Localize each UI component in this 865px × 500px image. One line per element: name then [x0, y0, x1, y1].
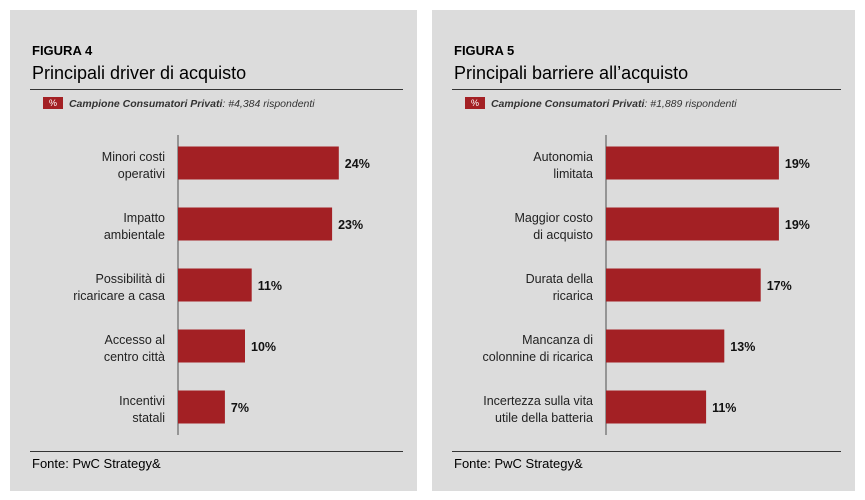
category-label: Incentivi statali [119, 394, 165, 425]
bar [606, 146, 779, 180]
category-label: Impatto ambientale [104, 211, 165, 242]
bar [606, 329, 725, 363]
bar [606, 390, 707, 424]
value-label: 23% [338, 218, 363, 232]
figure-title: Principali driver di acquisto [32, 63, 247, 83]
title-rule [452, 89, 841, 90]
bar [606, 268, 761, 302]
category-label: Maggior costo di acquisto [514, 211, 593, 242]
value-label: 17% [767, 279, 792, 293]
bar [178, 390, 225, 424]
source-note: Fonte: PwC Strategy& [454, 456, 583, 471]
value-label: 13% [730, 340, 755, 354]
sample-count: : #1,889 rispondenti [644, 98, 737, 110]
sample-name: Campione Consumatori Privati [490, 98, 645, 110]
category-label: Accesso al centro città [104, 333, 165, 364]
source-rule [452, 451, 841, 452]
bar [178, 146, 339, 180]
driver-bar-chart: 24% Minori costi operativi 23% Impatto ambien… [73, 135, 370, 435]
category-label: Incertezza sulla vita utile della batteri… [483, 394, 593, 425]
value-label: 11% [258, 279, 282, 293]
value-label: 19% [785, 218, 810, 232]
bar [178, 207, 333, 241]
barrier-bar-chart: 19% Autonomia limitata 19% Maggior costo di a… [483, 135, 810, 435]
percent-badge: % [465, 97, 486, 109]
value-label: 19% [785, 157, 810, 171]
percent-badge: % [43, 97, 64, 109]
value-label: 24% [345, 157, 370, 171]
value-label: 11% [712, 401, 736, 415]
value-label: 10% [251, 340, 276, 354]
bar [606, 207, 779, 241]
category-label: Durata della ricarica [526, 272, 593, 303]
category-label: Autonomia limitata [533, 150, 593, 181]
source-note: Fonte: PwC Strategy& [32, 456, 161, 471]
bar [178, 268, 252, 302]
sample-name: Campione Consumatori Privati [68, 98, 223, 110]
source-rule [30, 451, 403, 452]
figure-4-panel: FIGURA 4 Principali driver di acquisto %… [10, 10, 417, 491]
bar [178, 329, 245, 363]
figure-5-panel: FIGURA 5 Principali barriere all’acquist… [432, 10, 855, 491]
sample-subtitle: % Campione Consumatori Privati: #1,889 r… [465, 97, 737, 110]
title-rule [30, 89, 403, 90]
value-label: 7% [231, 401, 249, 415]
figure-title: Principali barriere all’acquisto [454, 63, 689, 83]
category-label: Mancanza di colonnine di ricarica [483, 333, 594, 364]
category-label: Possibilità di ricaricare a casa [73, 272, 165, 303]
category-label: Minori costi operativi [102, 150, 165, 181]
sample-count: : #4,384 rispondenti [222, 98, 315, 110]
figure-label: FIGURA 4 [32, 43, 93, 58]
figure-label: FIGURA 5 [454, 43, 515, 58]
sample-subtitle: % Campione Consumatori Privati: #4,384 r… [43, 97, 315, 110]
